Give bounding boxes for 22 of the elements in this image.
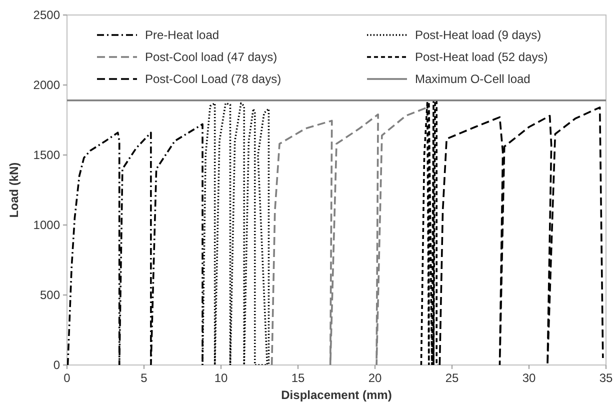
legend-label: Maximum O-Cell load [415,72,530,86]
y-tick-label: 1500 [33,148,60,162]
legend-label: Post-Heat load (52 days) [415,50,548,64]
x-tick-label: 15 [291,371,305,385]
x-tick-label: 0 [64,371,71,385]
y-tick-label: 0 [53,358,60,372]
x-tick-label: 30 [522,371,536,385]
y-tick-label: 500 [40,288,60,302]
y-tick-label: 2000 [33,78,60,92]
x-tick-label: 5 [140,371,148,385]
legend-label: Pre-Heat load [145,28,220,42]
y-tick-label: 2500 [33,8,60,22]
legend-label: Post-Heat load (9 days) [415,28,542,42]
x-tick-label: 20 [368,371,382,385]
x-axis-title: Displacement (mm) [281,388,392,402]
y-axis-title: Load (kN) [7,162,21,218]
y-tick-label: 1000 [33,218,60,232]
legend-label: Post-Cool load (47 days) [145,50,278,64]
legend-label: Post-Cool Load (78 days) [145,72,282,86]
x-tick-label: 25 [445,371,459,385]
x-tick-label: 10 [214,371,228,385]
x-tick-label: 35 [599,371,613,385]
